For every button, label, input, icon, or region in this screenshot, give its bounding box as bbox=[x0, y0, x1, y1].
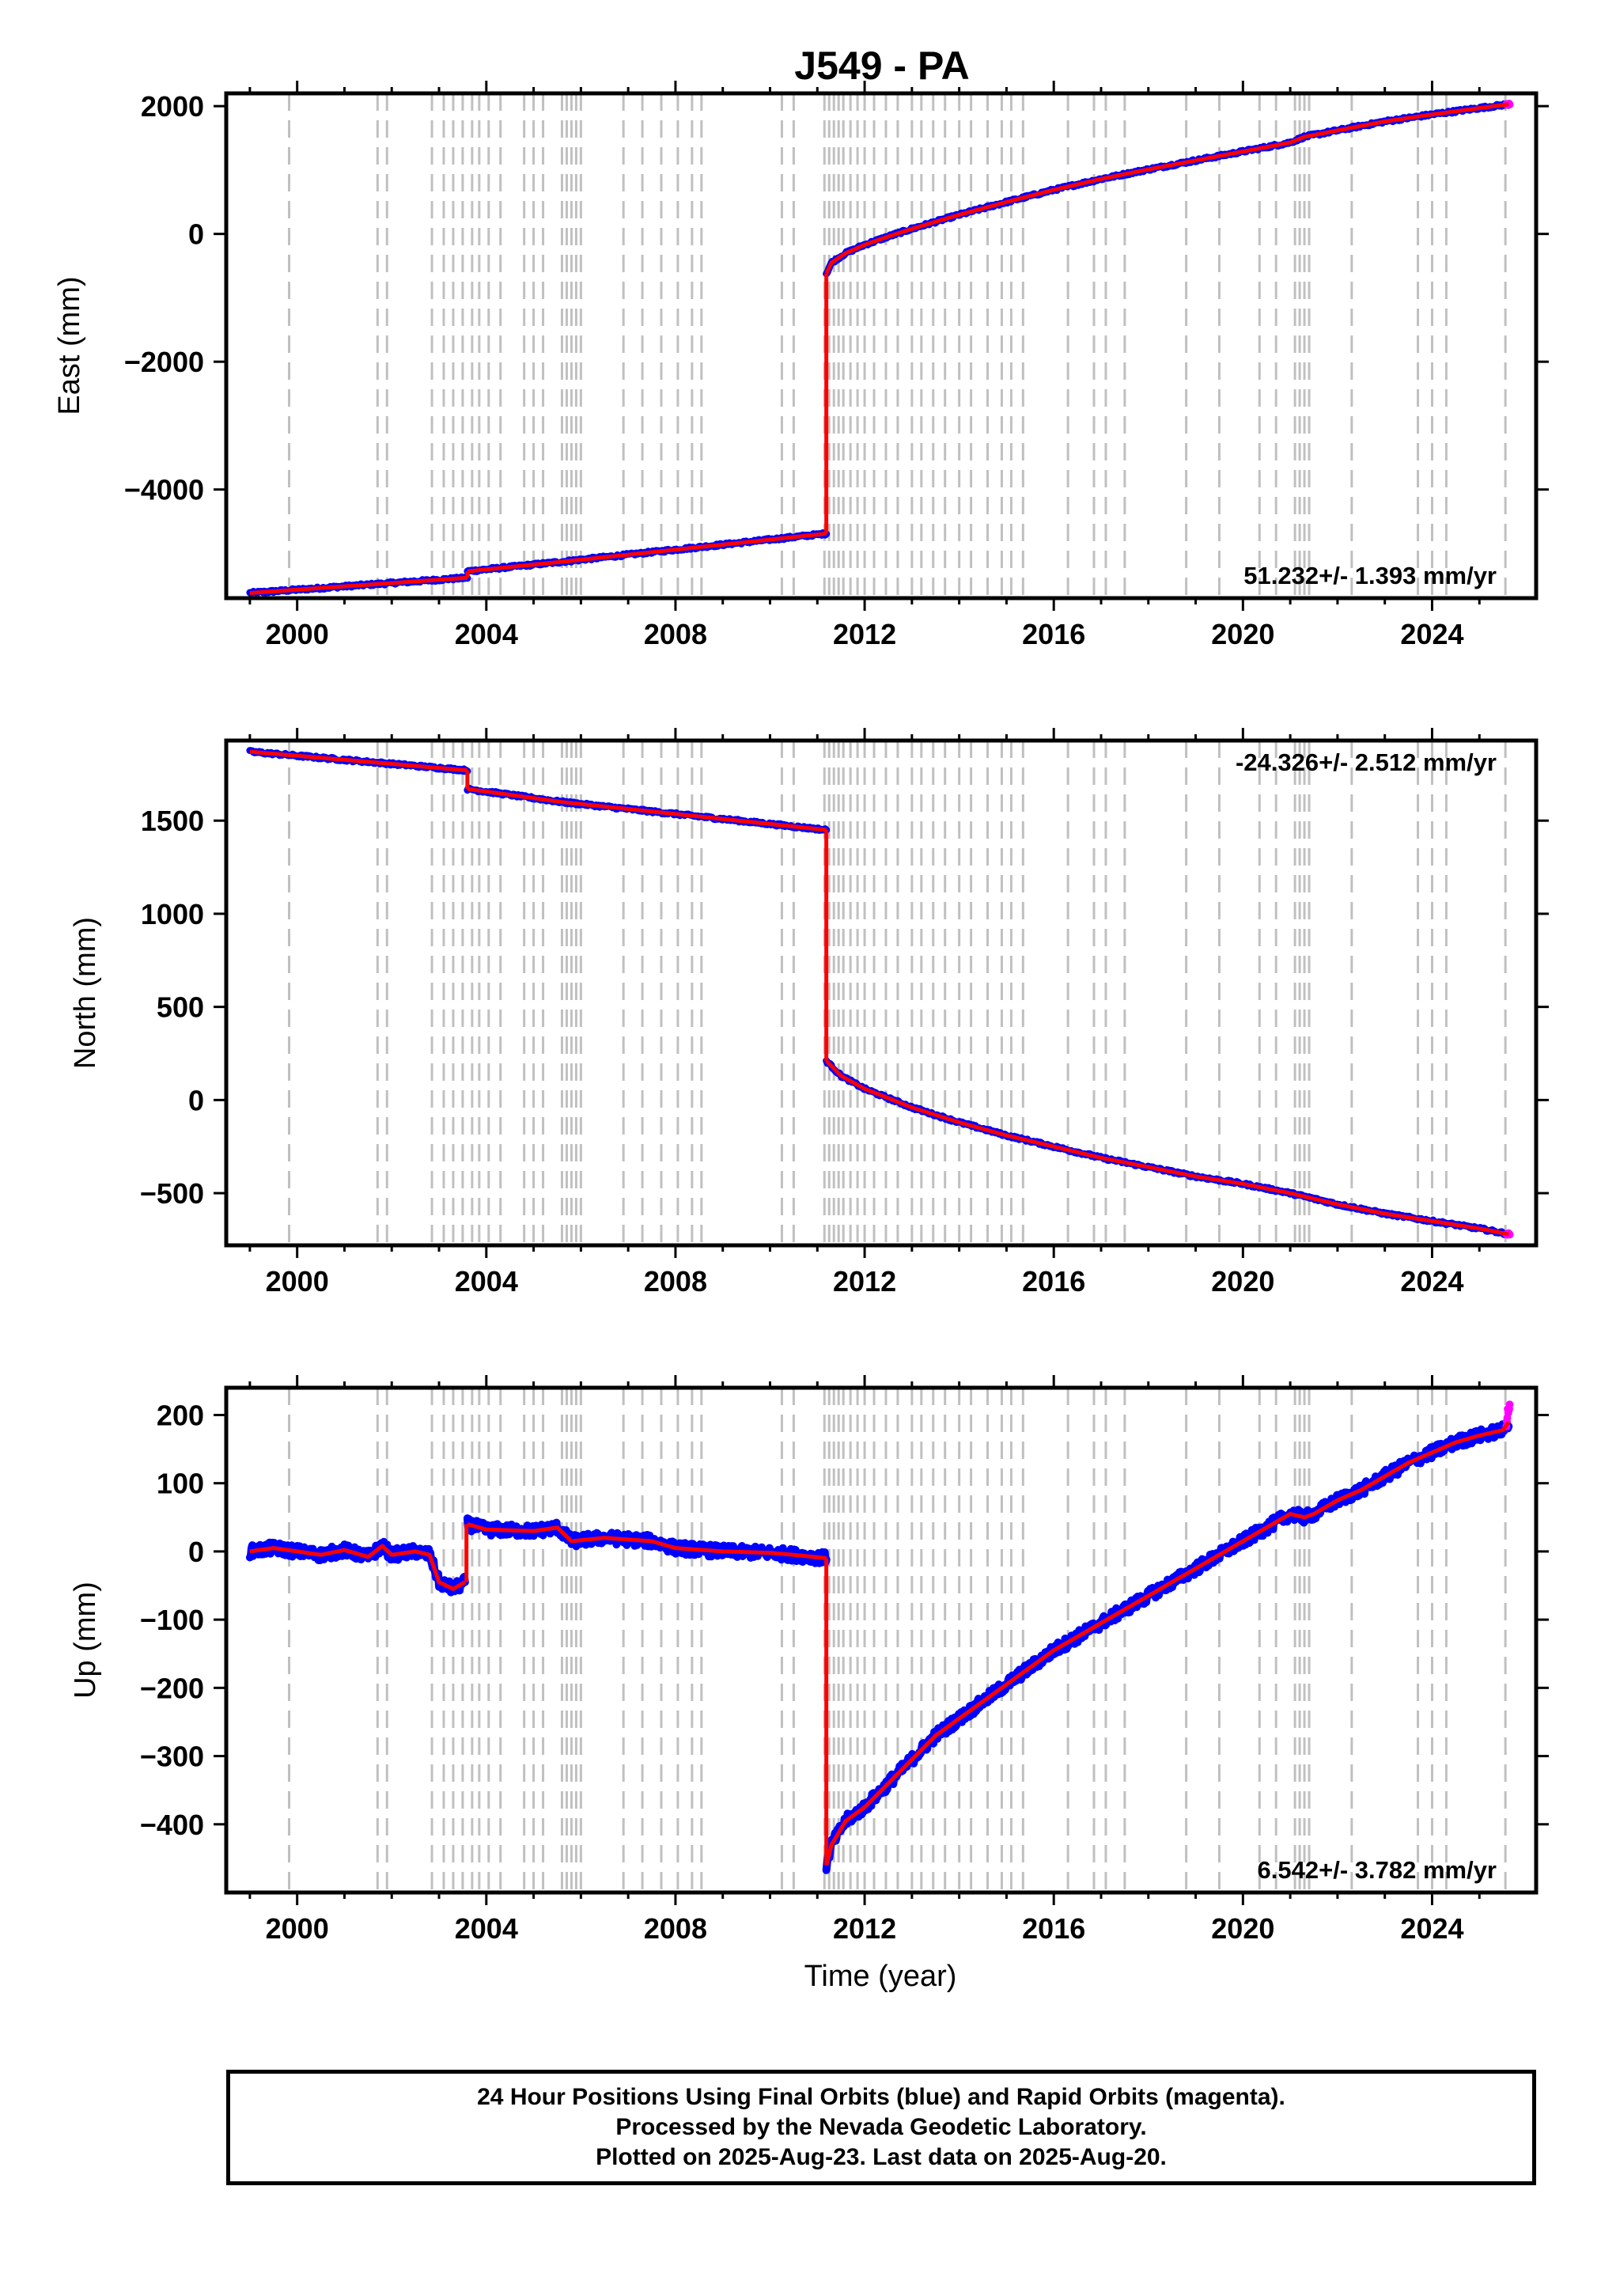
y-tick-label: 100 bbox=[157, 1468, 204, 1500]
model-segment bbox=[249, 1544, 467, 1591]
y-tick-label: −200 bbox=[140, 1672, 204, 1704]
footer-line-3: Plotted on 2025-Aug-23. Last data on 202… bbox=[596, 2144, 1167, 2170]
y-tick-label: 0 bbox=[188, 1536, 204, 1568]
up-y-axis-label: Up (mm) bbox=[69, 1582, 102, 1699]
model-segment bbox=[467, 531, 827, 574]
footer-info-box: 24 Hour Positions Using Final Orbits (bl… bbox=[226, 2070, 1536, 2185]
x-tick-label: 2020 bbox=[1211, 1265, 1274, 1298]
x-tick-label: 2004 bbox=[455, 1912, 518, 1945]
x-tick-label: 2008 bbox=[644, 618, 707, 650]
north-panel: 2000 2004 2008 2012 2016 2020 2024 −500 0 500 1000… bbox=[69, 728, 1549, 1298]
x-tick-label: 2012 bbox=[833, 618, 896, 650]
north-model bbox=[249, 749, 1509, 1237]
x-tick-label: 2024 bbox=[1400, 618, 1463, 650]
x-tick-label: 2016 bbox=[1022, 1912, 1085, 1945]
x-tick-label: 2020 bbox=[1211, 1912, 1274, 1945]
north-event-lines bbox=[288, 741, 1507, 1245]
east-rate-label: 51.232+/- 1.393 mm/yr bbox=[1243, 562, 1497, 589]
x-tick-label: 2016 bbox=[1022, 618, 1085, 650]
north-observations bbox=[246, 747, 1512, 1238]
model-segment bbox=[824, 1420, 1511, 1866]
rapid-point bbox=[1505, 1400, 1514, 1409]
x-axis-label: Time (year) bbox=[804, 1960, 957, 1993]
up-rapid-points bbox=[1502, 1400, 1514, 1430]
y-tick-label: −500 bbox=[140, 1177, 204, 1210]
y-tick-label: 1000 bbox=[141, 898, 204, 930]
east-panel: 2000 2004 2008 2012 2016 2020 2024 −4000 −2000 0 2… bbox=[53, 81, 1549, 650]
y-tick-label: 1500 bbox=[141, 805, 204, 837]
north-plot-frame bbox=[224, 738, 1539, 1248]
observation-trace bbox=[822, 1419, 1513, 1874]
figure-title: J549 - PA bbox=[794, 44, 969, 88]
x-tick-label: 2004 bbox=[455, 1265, 518, 1298]
east-observations bbox=[246, 100, 1512, 597]
y-tick-label: 200 bbox=[157, 1399, 204, 1431]
model-segment bbox=[467, 786, 827, 832]
y-tick-label: 500 bbox=[157, 991, 204, 1024]
footer-line-2: Processed by the Nevada Geodetic Laborat… bbox=[615, 2114, 1147, 2140]
north-y-axis-label: North (mm) bbox=[69, 917, 102, 1069]
up-panel: 2000 2004 2008 2012 2016 2020 2024−400−300−200… bbox=[69, 1375, 1549, 1945]
y-tick-label: −4000 bbox=[124, 474, 204, 506]
x-tick-label: 2016 bbox=[1022, 1265, 1085, 1298]
y-tick-label: −300 bbox=[140, 1741, 204, 1773]
y-tick-label: 0 bbox=[188, 1084, 204, 1116]
model-segment bbox=[249, 575, 468, 595]
east-event-lines bbox=[288, 93, 1507, 598]
x-tick-label: 2024 bbox=[1400, 1265, 1463, 1298]
x-tick-label: 2004 bbox=[455, 618, 518, 650]
y-tick-label: −400 bbox=[140, 1809, 204, 1841]
x-tick-label: 2008 bbox=[644, 1265, 707, 1298]
north-rate-label: -24.326+/- 2.512 mm/yr bbox=[1236, 748, 1497, 776]
model-segment bbox=[824, 102, 1509, 275]
footer-line-1: 24 Hour Positions Using Final Orbits (bl… bbox=[477, 2084, 1285, 2110]
up-rate-label: 6.542+/- 3.782 mm/yr bbox=[1258, 1856, 1497, 1884]
observation-trace bbox=[463, 1514, 831, 1567]
observation-trace bbox=[823, 100, 1512, 278]
east-y-axis-label: East (mm) bbox=[53, 276, 86, 415]
x-tick-label: 2024 bbox=[1400, 1912, 1463, 1945]
x-tick-label: 2000 bbox=[266, 1265, 329, 1298]
x-tick-label: 2012 bbox=[833, 1912, 896, 1945]
up-observations bbox=[245, 1419, 1513, 1874]
east-plot-frame bbox=[224, 91, 1539, 601]
x-tick-label: 2008 bbox=[644, 1912, 707, 1945]
y-tick-label: 2000 bbox=[141, 90, 204, 123]
model-segment bbox=[467, 1521, 827, 1560]
observation-trace bbox=[823, 1057, 1512, 1238]
east-model bbox=[249, 102, 1509, 595]
x-tick-label: 2000 bbox=[266, 618, 329, 650]
up-model bbox=[249, 1420, 1511, 1866]
up-plot-frame bbox=[224, 1385, 1539, 1895]
x-tick-label: 2012 bbox=[833, 1265, 896, 1298]
model-segment bbox=[824, 1059, 1509, 1237]
y-tick-label: −100 bbox=[140, 1604, 204, 1636]
up-event-lines bbox=[288, 1388, 1507, 1892]
y-tick-label: −2000 bbox=[124, 346, 204, 378]
x-tick-label: 2020 bbox=[1211, 618, 1274, 650]
model-segment bbox=[249, 749, 468, 773]
y-tick-label: 0 bbox=[188, 218, 204, 251]
x-tick-label: 2000 bbox=[266, 1912, 329, 1945]
